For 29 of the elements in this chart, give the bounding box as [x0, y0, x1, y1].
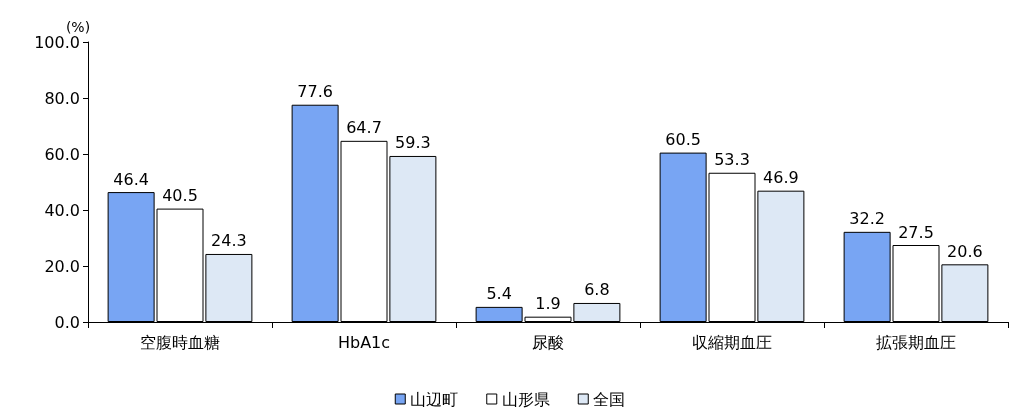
data-label: 64.7: [346, 118, 382, 138]
y-tick-label: 20.0: [44, 256, 80, 276]
data-label: 60.5: [665, 130, 701, 150]
y-tick-label: 40.0: [44, 200, 80, 220]
y-axis-title: (%): [65, 19, 91, 35]
data-label: 46.9: [763, 168, 799, 188]
data-label: 20.6: [947, 241, 983, 261]
x-tick-label: 収縮期血圧: [692, 332, 772, 352]
y-tick-label: 0.0: [54, 312, 80, 332]
y-tick-label: 60.0: [44, 144, 80, 164]
x-tick-label: 尿酸: [532, 332, 564, 352]
data-label: 53.3: [714, 150, 750, 170]
x-tick-label: 空腹時血糖: [140, 332, 220, 352]
y-tick-label: 80.0: [44, 88, 80, 108]
legend-label: 山形県: [501, 389, 550, 409]
data-label: 6.8: [584, 280, 610, 300]
x-tick-label: HbA1c: [337, 332, 391, 352]
data-label: 77.6: [297, 82, 333, 102]
data-label: 46.4: [113, 169, 149, 189]
data-label: 5.4: [486, 284, 512, 304]
legend-label: 山辺町: [410, 389, 459, 409]
data-label: 1.9: [535, 294, 561, 314]
x-tick-label: 拡張期血圧: [876, 332, 956, 352]
data-label: 32.2: [849, 209, 885, 229]
data-label: 27.5: [898, 222, 934, 242]
data-label: 59.3: [395, 133, 431, 153]
data-label: 24.3: [211, 231, 247, 251]
data-label: 40.5: [162, 186, 198, 206]
legend-label: 全国: [593, 389, 626, 409]
